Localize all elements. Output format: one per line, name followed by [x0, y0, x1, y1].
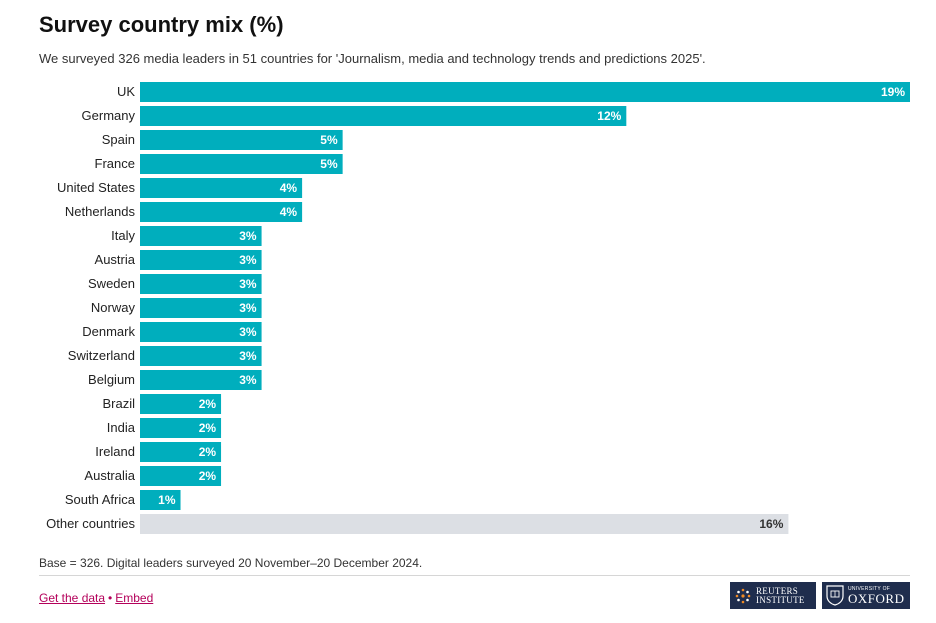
value-label: 3% — [239, 229, 257, 243]
footer-divider — [39, 575, 910, 576]
value-label: 3% — [239, 325, 257, 339]
reuters-logo-line2: INSTITUTE — [756, 594, 805, 605]
category-label: Sweden — [88, 276, 135, 291]
value-label: 2% — [199, 421, 217, 435]
category-label: Norway — [91, 300, 136, 315]
category-label: Austria — [95, 252, 136, 267]
value-label: 2% — [199, 397, 217, 411]
category-label: Australia — [84, 468, 135, 483]
bar[interactable] — [140, 154, 343, 174]
get-the-data-link[interactable]: Get the data — [39, 591, 106, 605]
university-of-oxford-logo[interactable]: UNIVERSITY OF OXFORD — [822, 582, 910, 609]
bar[interactable] — [140, 490, 181, 510]
reuters-institute-logo[interactable]: REUTERS INSTITUTE — [730, 582, 816, 609]
value-label: 4% — [280, 181, 298, 195]
category-label: India — [107, 420, 136, 435]
category-label: Brazil — [102, 396, 135, 411]
footer-links: Get the data • Embed — [39, 591, 153, 605]
reuters-dots-icon — [735, 588, 751, 603]
oxford-logo-line2: OXFORD — [848, 591, 905, 606]
chart-title: Survey country mix (%) — [39, 12, 284, 37]
value-label: 2% — [199, 469, 217, 483]
category-label: Netherlands — [65, 204, 136, 219]
category-label: Switzerland — [68, 348, 135, 363]
bar[interactable] — [140, 418, 222, 438]
bar[interactable] — [140, 346, 262, 366]
category-label: South Africa — [65, 492, 136, 507]
bar[interactable] — [140, 514, 789, 534]
bar[interactable] — [140, 130, 343, 150]
value-label: 3% — [239, 373, 257, 387]
oxford-logo-line1: UNIVERSITY OF — [848, 586, 891, 592]
value-label: 12% — [597, 109, 621, 123]
value-label: 3% — [239, 301, 257, 315]
category-label: United States — [57, 180, 136, 195]
category-label: Germany — [82, 108, 136, 123]
value-label: 5% — [320, 133, 338, 147]
value-label: 4% — [280, 205, 298, 219]
bar[interactable] — [140, 106, 627, 126]
bar[interactable] — [140, 202, 303, 222]
embed-link[interactable]: Embed — [115, 591, 154, 605]
category-label: Spain — [102, 132, 135, 147]
value-label: 5% — [320, 157, 338, 171]
chart-subtitle: We surveyed 326 media leaders in 51 coun… — [39, 51, 706, 66]
category-label: Italy — [111, 228, 135, 243]
footnote: Base = 326. Digital leaders surveyed 20 … — [39, 556, 423, 570]
bar[interactable] — [140, 274, 262, 294]
value-label: 2% — [199, 445, 217, 459]
category-label: France — [95, 156, 135, 171]
category-label: Belgium — [88, 372, 135, 387]
category-label: UK — [117, 84, 135, 99]
bar[interactable] — [140, 322, 262, 342]
category-label: Other countries — [46, 516, 135, 531]
bar[interactable] — [140, 226, 262, 246]
value-label: 3% — [239, 349, 257, 363]
bar[interactable] — [140, 178, 303, 198]
bar[interactable] — [140, 442, 222, 462]
category-label: Ireland — [95, 444, 135, 459]
bar-chart: UK 19% Germany 12% Spain 5% France 5% United Sta… — [46, 82, 910, 534]
bar[interactable] — [140, 466, 222, 486]
category-label: Denmark — [82, 324, 135, 339]
value-label: 1% — [158, 493, 176, 507]
value-label: 3% — [239, 253, 257, 267]
bar[interactable] — [140, 370, 262, 390]
value-label: 16% — [759, 517, 783, 531]
bar[interactable] — [140, 250, 262, 270]
value-label: 19% — [881, 85, 905, 99]
reuters-logo-line1: REUTERS — [756, 585, 799, 596]
bar[interactable] — [140, 394, 222, 414]
link-separator: • — [108, 591, 113, 605]
bar[interactable] — [140, 82, 910, 102]
oxford-crest-icon — [826, 585, 844, 606]
value-label: 3% — [239, 277, 257, 291]
bar[interactable] — [140, 298, 262, 318]
